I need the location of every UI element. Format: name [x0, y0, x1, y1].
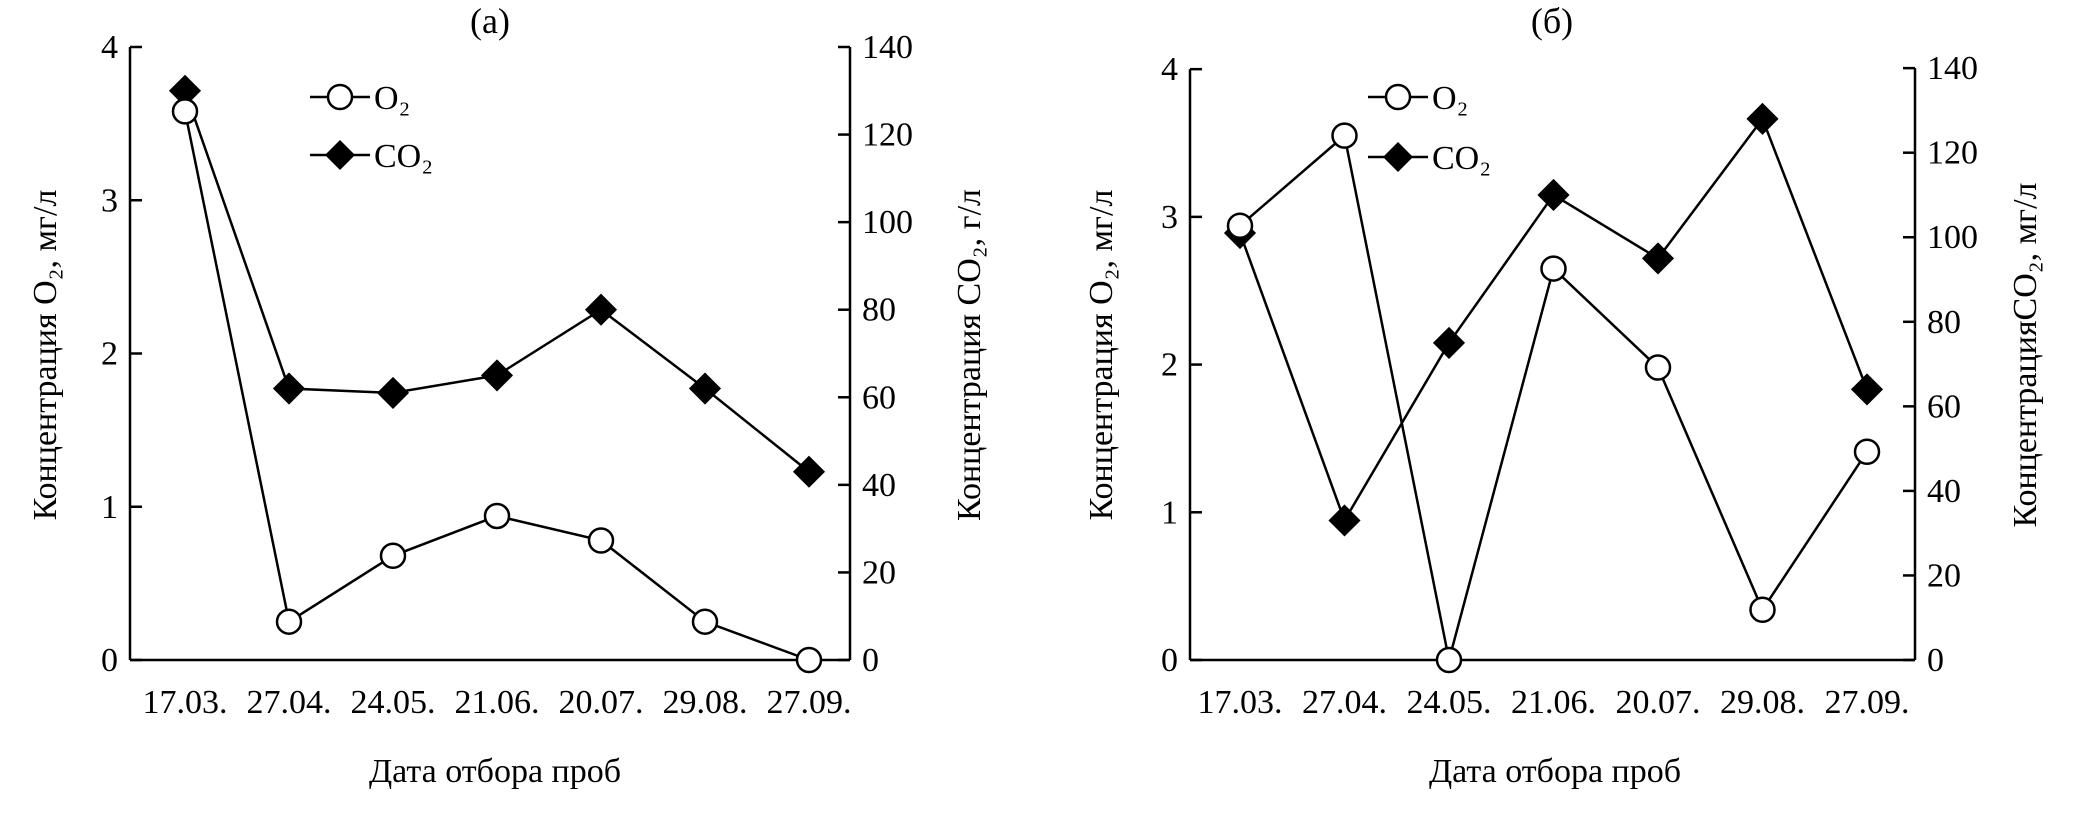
legend-marker-co2	[325, 140, 355, 170]
right-tick-label: 140	[1927, 50, 1978, 87]
right-tick-label: 0	[862, 642, 879, 679]
x-tick-label: 27.09.	[1825, 684, 1910, 721]
left-tick-label: 3	[101, 182, 118, 219]
left-tick-label: 0	[101, 642, 118, 679]
chart-title: (б)	[1531, 1, 1573, 41]
o2-point	[1853, 438, 1881, 465]
right-y-axis-label: КонцентрацияCO₂, мг/л	[2007, 182, 2044, 527]
co2-point	[1850, 373, 1884, 406]
right-tick-label: 40	[1927, 473, 1961, 510]
co2-point	[1432, 326, 1466, 359]
right-tick-label: 60	[862, 379, 896, 416]
co2-point	[584, 293, 618, 326]
series-line-o2	[1239, 133, 1869, 661]
o2-point	[1226, 212, 1254, 239]
o2-point	[691, 608, 719, 635]
o2-point	[587, 527, 615, 554]
co2-point	[688, 372, 722, 405]
series-line-co2	[183, 90, 810, 473]
o2-point	[1644, 354, 1672, 381]
right-tick-label: 0	[1927, 642, 1944, 679]
left-tick-label: 2	[101, 336, 118, 373]
x-tick-label: 20.07.	[1616, 684, 1701, 721]
legend: O₂ CO₂	[310, 80, 433, 175]
o2-point	[1331, 122, 1358, 149]
left-tick-label: 1	[101, 489, 118, 526]
left-tick-label: 0	[1161, 642, 1178, 679]
left-tick-label: 2	[1161, 347, 1178, 384]
left-y-axis-label: Концентрация O₂, мг/л	[1083, 190, 1120, 521]
left-tick-label: 1	[1161, 494, 1178, 531]
right-tick-label: 100	[862, 204, 913, 241]
right-tick-label: 120	[1927, 135, 1978, 172]
legend-marker-o2	[326, 83, 354, 111]
legend-label-o2: O₂	[1432, 80, 1468, 117]
right-tick-label: 20	[1927, 557, 1961, 594]
legend-marker-co2	[1383, 142, 1413, 172]
co2-point	[376, 376, 410, 409]
x-tick-label: 24.05.	[351, 684, 436, 721]
co2-point	[1746, 102, 1779, 135]
co2-point	[1328, 504, 1361, 537]
x-axis-label: Дата отбора проб	[369, 753, 621, 790]
right-tick-label: 40	[862, 467, 896, 504]
x-tick-label: 29.08.	[663, 684, 748, 721]
legend: O₂ CO₂	[1368, 80, 1491, 177]
x-tick-label: 29.08.	[1720, 684, 1805, 721]
right-y-axis-label: Концентрация CO₂, г/л	[951, 189, 988, 521]
legend-label-co2: CO₂	[1432, 140, 1491, 177]
legend-label-co2: CO₂	[374, 138, 433, 175]
x-axis-label: Дата отбора проб	[1429, 753, 1681, 790]
x-tick-label: 27.09.	[767, 684, 852, 721]
o2-point	[1435, 646, 1463, 674]
right-tick-label: 80	[862, 292, 896, 329]
x-tick-label: 21.06.	[455, 684, 540, 721]
left-tick-label: 4	[101, 29, 118, 66]
x-tick-label: 17.03.	[1198, 684, 1283, 721]
right-tick-label: 140	[862, 29, 913, 66]
x-tick-label: 21.06.	[1511, 684, 1596, 721]
o2-point	[379, 542, 407, 570]
x-tick-label: 27.04.	[1302, 684, 1387, 721]
right-tick-label: 100	[1927, 219, 1978, 256]
left-tick-label: 4	[1161, 51, 1178, 88]
co2-point	[480, 359, 514, 392]
right-tick-label: 80	[1927, 304, 1961, 341]
o2-point	[275, 608, 303, 635]
left-tick-label: 3	[1161, 199, 1178, 236]
legend-marker-o2	[1384, 83, 1412, 111]
co2-point	[1537, 178, 1570, 212]
co2-point	[272, 372, 306, 405]
x-tick-label: 27.04.	[247, 684, 332, 721]
co2-point	[792, 455, 826, 488]
o2-point	[171, 98, 199, 125]
o2-point	[483, 502, 511, 530]
o2-point	[1749, 596, 1776, 624]
x-tick-label: 20.07.	[559, 684, 644, 721]
legend-label-o2: O₂	[374, 80, 410, 117]
o2-point	[795, 646, 823, 674]
x-tick-label: 24.05.	[1407, 684, 1492, 721]
left-y-axis-label: Концентрация O₂, мг/л	[27, 190, 64, 521]
chart-title: (а)	[470, 1, 510, 41]
right-tick-label: 60	[1927, 388, 1961, 425]
o2-point	[1540, 255, 1567, 282]
right-tick-label: 20	[862, 554, 896, 591]
x-tick-label: 17.03.	[143, 684, 228, 721]
right-tick-label: 120	[862, 117, 913, 154]
co2-point	[1641, 242, 1675, 275]
